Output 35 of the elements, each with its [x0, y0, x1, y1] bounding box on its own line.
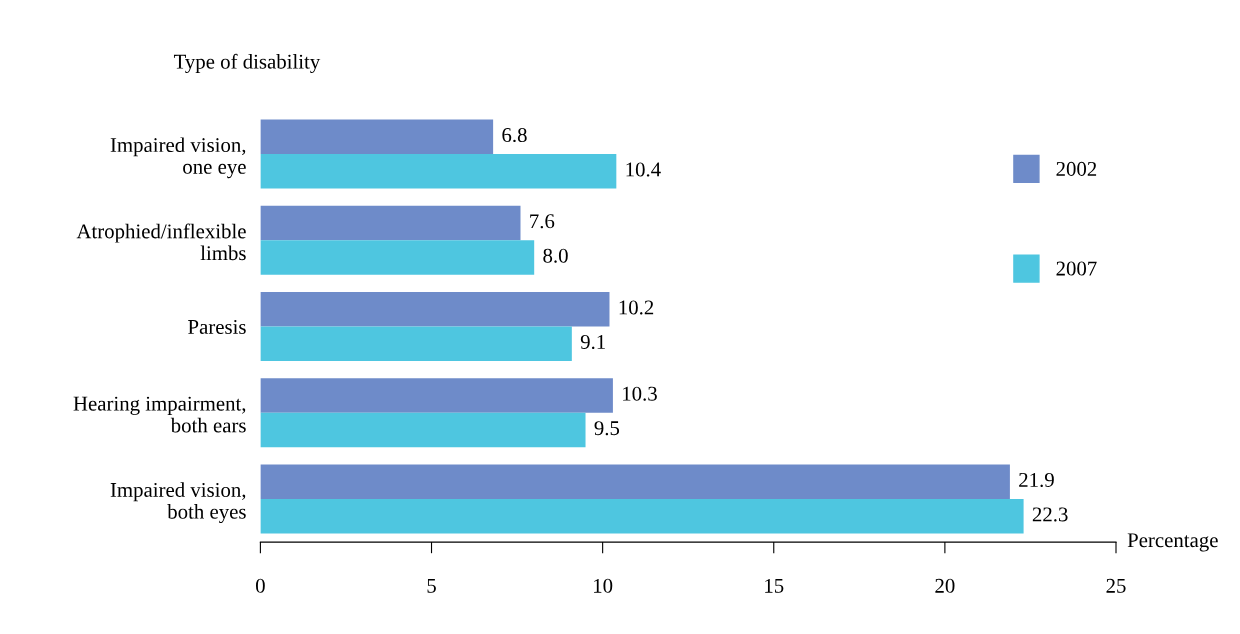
y-tick-label: Paresis: [188, 319, 246, 334]
data-label: 9.5: [594, 421, 620, 436]
data-label: 6.8: [502, 127, 527, 143]
x-tick-label: 25: [1106, 578, 1126, 593]
bar: [260, 292, 610, 327]
bar: [260, 464, 1010, 499]
y-tick-label: Hearing impairment, both ears: [73, 396, 246, 433]
bar: [260, 378, 613, 413]
bar: [260, 412, 586, 448]
bar: [260, 154, 617, 189]
bar: [260, 119, 494, 155]
x-axis-title: Percentage: [1127, 533, 1218, 552]
y-tick-label: Atrophied/inflexible limbs: [76, 223, 246, 261]
legend-label: 2007: [1056, 261, 1097, 276]
x-tick-label: 0: [255, 578, 265, 593]
bar: [260, 240, 535, 275]
bar: [260, 205, 521, 241]
data-label: 10.3: [623, 386, 657, 401]
x-tick-label: 10: [594, 578, 613, 593]
bar: [260, 326, 572, 361]
x-tick-label: 15: [765, 578, 784, 593]
x-tick-label: 20: [935, 578, 955, 593]
y-tick-label: Impaired vision, one eye: [110, 137, 246, 179]
legend-label: 2002: [1056, 161, 1097, 176]
data-label: 22.3: [1032, 507, 1068, 522]
data-label: 10.2: [619, 300, 654, 315]
data-label: 9.1: [580, 334, 605, 350]
bar: [260, 498, 1024, 534]
x-tick-label: 5: [427, 578, 436, 593]
y-tick-label: Impaired vision, both eyes: [110, 482, 246, 524]
data-label: 21.9: [1019, 472, 1054, 488]
data-label: 10.4: [626, 162, 661, 177]
data-label: 7.6: [530, 214, 555, 229]
data-label: 8.0: [543, 248, 568, 263]
y-axis-title: Type of disability: [173, 53, 321, 73]
